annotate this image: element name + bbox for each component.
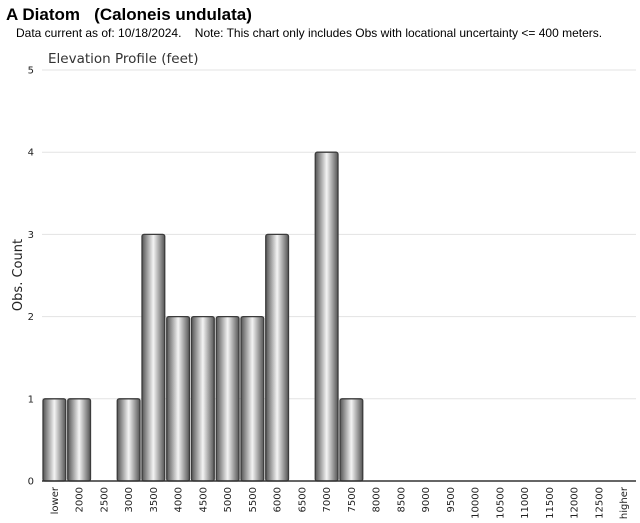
bar-4000 — [166, 315, 191, 482]
bar-lower — [42, 398, 67, 482]
x-tick-labels: lower 2000 2500 3000 3500 4000 4500 5000 5500 600… — [50, 486, 630, 519]
x-tick-label: 11000 — [520, 487, 531, 519]
x-tick-label: 4000 — [174, 487, 185, 512]
x-tick-label: 6000 — [273, 487, 284, 512]
x-tick-label: 10500 — [495, 487, 506, 519]
x-tick-label: 6500 — [297, 487, 308, 512]
x-tick-label: 5000 — [223, 487, 234, 512]
x-tick-label: 9000 — [421, 487, 432, 512]
bar-3500 — [141, 233, 166, 482]
x-tick-label: 8000 — [372, 487, 383, 512]
y-axis-title: Obs. Count — [11, 239, 26, 311]
bar-7500 — [339, 398, 364, 482]
y-tick-label: 2 — [28, 312, 34, 323]
y-tick-labels: 0 1 2 3 4 5 — [28, 66, 34, 488]
chart-title: Elevation Profile (feet) — [48, 51, 198, 67]
x-tick-label: 8500 — [396, 487, 407, 512]
bar-3000 — [116, 398, 141, 482]
grid-lines — [42, 69, 636, 400]
x-tick-label: 2000 — [75, 487, 86, 512]
bar-5000 — [215, 315, 240, 482]
page-subtitle: Data current as of: 10/18/2024. Note: Th… — [16, 26, 603, 40]
x-tick-label: 7000 — [322, 487, 333, 512]
y-tick-label: 3 — [28, 230, 34, 241]
x-tick-label: 4500 — [198, 487, 209, 512]
x-tick-label: 10000 — [471, 487, 482, 519]
x-tick-label: 2500 — [99, 487, 110, 512]
bars — [42, 151, 364, 482]
x-tick-label: 7500 — [347, 487, 358, 512]
bar-6000 — [265, 233, 290, 482]
x-tick-label: 12500 — [594, 487, 605, 519]
x-tick-label: 3500 — [149, 487, 160, 512]
x-tick-label: higher — [619, 486, 630, 519]
bar-2000 — [67, 398, 92, 482]
bar-5500 — [240, 315, 265, 482]
x-tick-label: 9500 — [446, 487, 457, 512]
page-title: A Diatom (Caloneis undulata) — [6, 5, 252, 24]
x-tick-label: 11500 — [545, 487, 556, 519]
x-tick-label: 3000 — [124, 487, 135, 512]
y-tick-label: 4 — [28, 148, 34, 159]
y-tick-label: 1 — [28, 394, 34, 405]
x-tick-label: 5500 — [248, 487, 259, 512]
x-tick-label: 12000 — [570, 487, 581, 519]
y-tick-label: 0 — [28, 477, 34, 488]
y-tick-label: 5 — [28, 66, 34, 77]
x-tick-label: lower — [50, 486, 61, 514]
bar-4500 — [190, 315, 215, 482]
bar-7000 — [314, 151, 339, 482]
